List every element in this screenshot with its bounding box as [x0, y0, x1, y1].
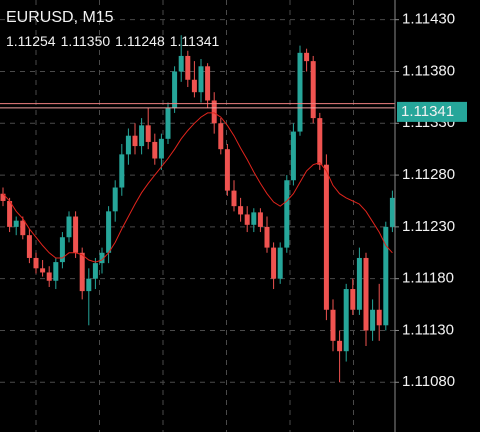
price-badge-label: 1.11341 [401, 103, 454, 120]
candle-body [185, 55, 191, 80]
candle-body [119, 154, 125, 188]
candle-body [46, 272, 52, 281]
candle-body [317, 118, 323, 165]
ohlc-value: 1.11341 [170, 33, 220, 49]
y-tick-label: 1.11280 [402, 166, 455, 183]
y-tick-label: 1.11230 [402, 218, 455, 235]
candle-body [310, 61, 316, 119]
candle-body [304, 52, 310, 62]
candle-body [86, 278, 92, 292]
candle-body [224, 149, 230, 191]
y-tick-label: 1.11180 [402, 270, 454, 287]
candle-body [132, 135, 138, 147]
candle-body [191, 79, 197, 93]
candle-body [383, 226, 389, 326]
candle-body [66, 216, 72, 238]
candle-body [238, 206, 244, 215]
candle-body [343, 289, 349, 352]
candle-body [53, 262, 59, 281]
candle-body [178, 55, 184, 72]
candle-body [26, 235, 32, 258]
candle-body [158, 138, 164, 159]
candle-body [218, 123, 224, 150]
candle-body [251, 212, 257, 225]
price-axis: 1.114301.113801.113301.112801.112301.111… [395, 11, 467, 390]
candle-body [112, 187, 118, 212]
candle-body [350, 289, 356, 310]
candle-body [125, 135, 131, 155]
candle-body [92, 263, 98, 279]
y-tick-label: 1.11430 [402, 11, 455, 28]
candle-body [337, 340, 343, 352]
candle-body [297, 52, 303, 132]
candle-body [363, 257, 369, 331]
candle-body [330, 309, 336, 341]
candle-body [257, 212, 263, 227]
candle-body [198, 66, 204, 93]
candle-body [389, 197, 395, 227]
y-tick-label: 1.11380 [402, 62, 455, 79]
candle-body [59, 237, 65, 263]
moving-average [2, 112, 393, 263]
y-tick-label: 1.11130 [402, 321, 454, 338]
candle-body [284, 180, 290, 248]
candle-body [40, 268, 46, 273]
candle-body [205, 66, 211, 101]
y-tick-label: 1.11080 [402, 373, 455, 390]
candle-body [356, 257, 362, 310]
ohlc-header: 1.11254 1.11350 1.11248 1.11341 [6, 33, 220, 49]
price-badge [397, 101, 467, 122]
candle-body [323, 164, 329, 310]
candle-body [79, 252, 85, 292]
candle-body [370, 309, 376, 331]
grid [0, 0, 395, 432]
candle-body [271, 247, 277, 279]
candle-body [231, 190, 237, 207]
candle-body [152, 141, 158, 159]
ohlc-value: 1.11350 [61, 33, 111, 49]
candle-body [139, 125, 145, 147]
candle-body [211, 100, 217, 124]
candle-body [73, 216, 79, 253]
ohlc-value: 1.11254 [6, 33, 56, 49]
candle-body [99, 252, 105, 264]
candles [0, 35, 395, 383]
candle-body [277, 247, 283, 279]
candle-body [290, 131, 296, 181]
candle-body [172, 71, 178, 108]
candle-body [165, 107, 171, 139]
candle-body [244, 214, 250, 225]
candle-body [264, 226, 270, 248]
candle-body [20, 220, 26, 236]
candle-body [13, 220, 19, 227]
candle-body [0, 193, 6, 201]
candle-body [106, 211, 112, 253]
candle-body [145, 125, 151, 142]
candle-body [376, 309, 382, 326]
chart-title: EURUSD, M15 [6, 9, 114, 26]
ohlc-value: 1.11248 [115, 33, 165, 49]
candle-body [7, 200, 13, 227]
candle-body [33, 257, 39, 269]
